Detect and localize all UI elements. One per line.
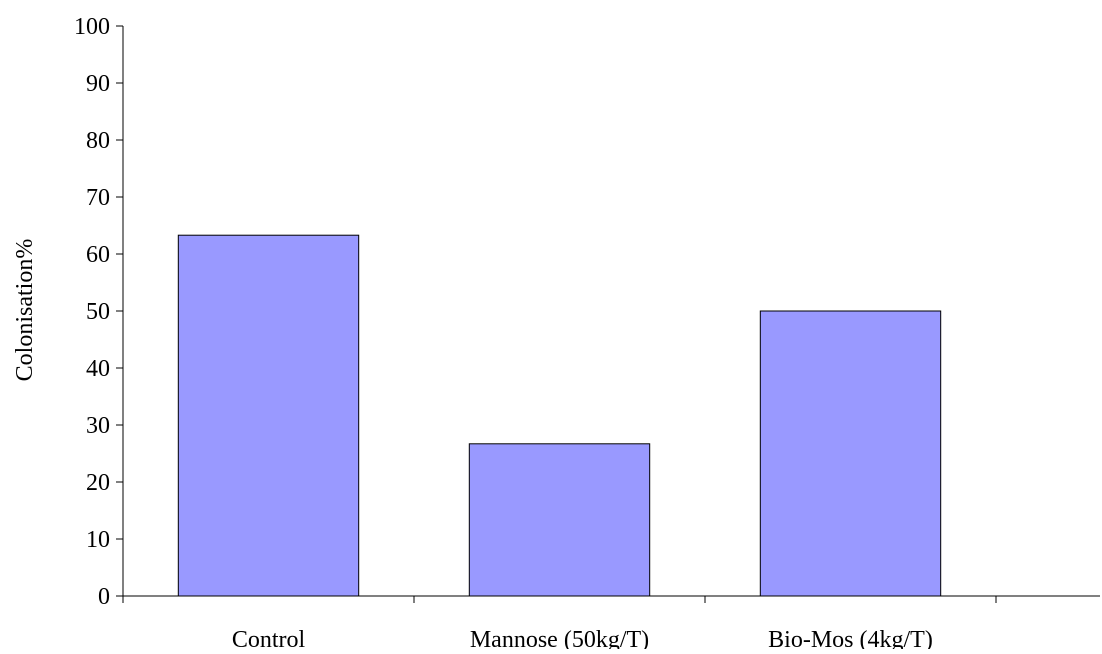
bar-1: [468, 443, 651, 597]
y-tick-label-7: 70: [86, 185, 110, 211]
y-axis-title: Colonisation%: [12, 239, 38, 382]
axes-layer: [116, 25, 1100, 603]
y-tick-label-8: 80: [86, 128, 110, 154]
y-tick-label-2: 20: [86, 470, 110, 496]
bar-0: [177, 234, 360, 597]
y-tick-label-6: 60: [86, 242, 110, 268]
bar-2: [759, 310, 942, 597]
bars-layer: [177, 234, 942, 597]
x-tick-label-1: Mannose (50kg/T): [470, 627, 649, 649]
y-tick-label-0: 0: [98, 584, 110, 610]
y-tick-label-4: 40: [86, 356, 110, 382]
y-tick-label-1: 10: [86, 527, 110, 553]
y-tick-label-3: 30: [86, 413, 110, 439]
y-tick-label-10: 100: [74, 14, 110, 40]
x-tick-label-2: Bio-Mos (4kg/T): [768, 627, 933, 649]
x-tick-label-0: Control: [232, 627, 306, 649]
y-tick-label-9: 90: [86, 71, 110, 97]
y-tick-label-5: 50: [86, 299, 110, 325]
